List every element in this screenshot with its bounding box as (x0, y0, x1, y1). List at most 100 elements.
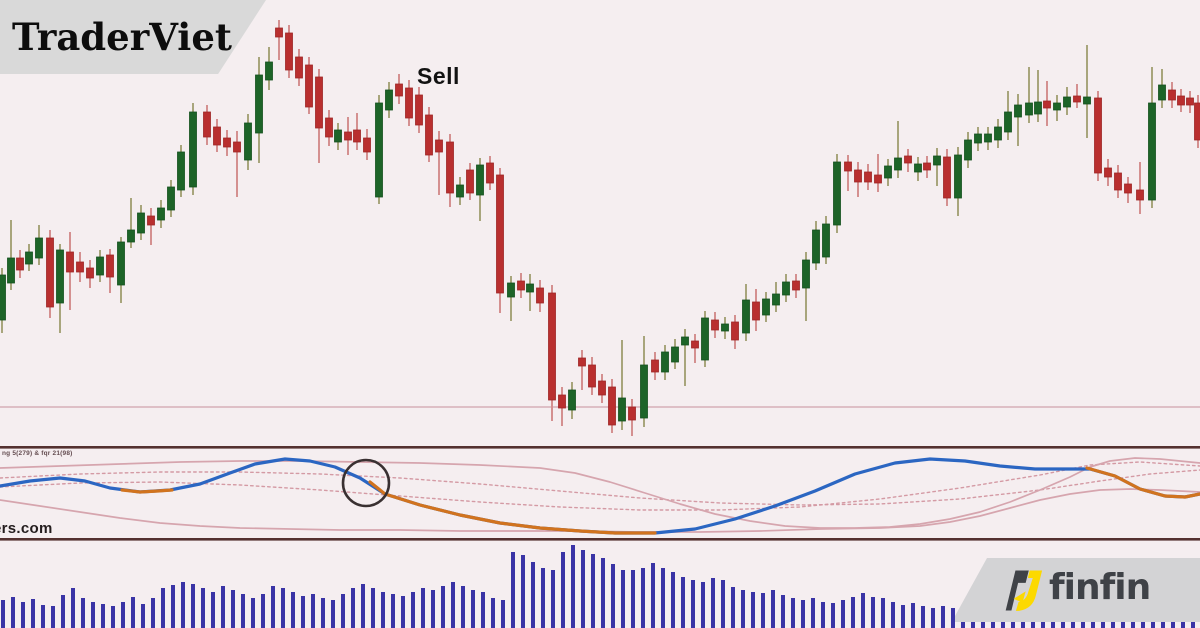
histogram-bar (101, 604, 105, 628)
candle-bullish (25, 251, 33, 265)
histogram-bar (1161, 618, 1165, 628)
histogram-bar (1171, 617, 1175, 628)
histogram-bar (391, 594, 395, 628)
candle-bullish (661, 351, 669, 373)
histogram-bar (41, 605, 45, 628)
candle-bullish (7, 257, 15, 284)
candle-bearish (923, 162, 931, 171)
histogram-bar (661, 568, 665, 628)
histogram-bar (731, 587, 735, 628)
histogram-bar (461, 586, 465, 628)
candle-bullish (507, 282, 515, 298)
histogram-bar (831, 603, 835, 628)
candle-bearish (904, 155, 912, 164)
histogram-bar (861, 593, 865, 628)
candle-bearish (943, 156, 951, 199)
candle-bullish (1053, 102, 1061, 111)
main-signal-line-orange-2 (368, 480, 657, 535)
histogram-bar (821, 602, 825, 628)
histogram-bar (711, 578, 715, 628)
histogram-bar (331, 600, 335, 628)
candle-bullish (137, 212, 145, 234)
candle-bearish (435, 139, 443, 153)
histogram-bar (841, 600, 845, 628)
finfin-logo-box: finfin (955, 558, 1200, 622)
histogram-bar (571, 545, 575, 628)
candle-bullish (914, 163, 922, 173)
histogram-bar (941, 606, 945, 628)
candle-bearish (1168, 89, 1176, 101)
candle-bearish (1186, 97, 1194, 106)
candle-bullish (742, 299, 750, 334)
traderviet-logo-text: TraderViet (12, 15, 232, 59)
histogram-bar (931, 608, 935, 628)
histogram-bar (141, 604, 145, 628)
histogram-bar (71, 588, 75, 628)
histogram-bar (231, 590, 235, 628)
histogram-bar (651, 563, 655, 628)
main-signal-line-orange-3 (1085, 466, 1200, 499)
candle-bullish (127, 229, 135, 243)
candle-bearish (233, 141, 241, 153)
histogram-bar (811, 598, 815, 628)
histogram-bar (921, 606, 925, 628)
candle-bullish (0, 274, 6, 321)
histogram-bar (951, 608, 955, 628)
candle-bullish (1034, 101, 1042, 115)
pink-lower-line (0, 488, 1200, 533)
candle-bearish (711, 319, 719, 331)
candle-bullish (265, 61, 273, 81)
candle-bullish (1025, 102, 1033, 116)
histogram-bar (301, 596, 305, 628)
candle-bearish (486, 162, 494, 184)
histogram-bar (591, 554, 595, 628)
histogram-bar (31, 599, 35, 628)
histogram-bar (541, 568, 545, 628)
candle-bearish (275, 27, 283, 38)
histogram-bar (351, 588, 355, 628)
histogram-bar (1141, 618, 1145, 628)
candle-bearish (405, 87, 413, 119)
candle-bearish (588, 364, 596, 388)
histogram-bar (371, 588, 375, 628)
candle-bearish (325, 117, 333, 138)
histogram-bar (61, 595, 65, 628)
histogram-bar (201, 588, 205, 628)
histogram-bar (641, 568, 645, 628)
candle-bearish (285, 32, 293, 71)
histogram-bar (411, 592, 415, 628)
candle-bullish (1158, 84, 1166, 101)
candle-bullish (1083, 96, 1091, 105)
histogram-bar (241, 594, 245, 628)
histogram-bar (741, 590, 745, 628)
histogram-bar (521, 555, 525, 628)
histogram-bar (621, 570, 625, 628)
histogram-bar (431, 590, 435, 628)
candle-bullish (984, 133, 992, 143)
histogram-bar (451, 582, 455, 628)
histogram-bar (751, 592, 755, 628)
histogram-bar (551, 570, 555, 628)
candle-bullish (721, 323, 729, 332)
candle-bearish (1094, 97, 1102, 174)
indicator-panel-borders (0, 446, 1200, 541)
candle-bearish (344, 131, 352, 141)
histogram-bar (291, 592, 295, 628)
histogram-bar (421, 588, 425, 628)
candle-bearish (395, 83, 403, 97)
candle-bearish (874, 174, 882, 184)
candle-bullish (933, 155, 941, 166)
candle-bearish (305, 64, 313, 108)
histogram-bar (1101, 616, 1105, 628)
histogram-bar (631, 570, 635, 628)
histogram-bar (691, 580, 695, 628)
histogram-bar (791, 598, 795, 628)
candle-bullish (157, 207, 165, 221)
candle-bullish (117, 241, 125, 286)
histogram-bar (891, 602, 895, 628)
candle-bearish (792, 280, 800, 291)
candle-bearish (1136, 189, 1144, 201)
candle-bullish (568, 389, 576, 411)
histogram-bar (161, 588, 165, 628)
